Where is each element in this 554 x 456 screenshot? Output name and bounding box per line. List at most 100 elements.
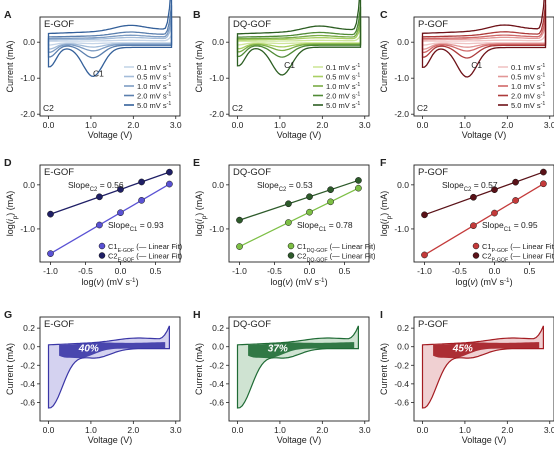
y-tick-label: -1.0: [20, 224, 35, 234]
capacitive-percent: 45%: [452, 343, 473, 354]
panel-A: 0.0 1.0 2.0 3.0 -2.0 -1.0 0.0 A E-GOF Voltage (V)…: [4, 0, 182, 140]
plot-frame: [228, 316, 370, 422]
x-tick-label: 2.0: [501, 425, 513, 435]
legend-marker: [98, 242, 106, 250]
x-axis-label: Voltage (V): [462, 435, 507, 445]
plot-frame: [39, 316, 181, 422]
y-tick-label: -0.2: [209, 360, 224, 370]
data-point-c1: [327, 198, 334, 206]
plot-frame: [39, 16, 181, 117]
x-tick-label: 2.0: [127, 425, 139, 435]
fit-line-c1: [424, 183, 544, 256]
legend-entry: 1.0 mV s-1: [511, 82, 545, 91]
legend-entry: C1P-GOF (— Linear Fit): [482, 242, 554, 254]
fit-line-c2: [239, 179, 359, 221]
x-axis-label: Voltage (V): [88, 130, 133, 140]
data-point-c2: [285, 200, 292, 208]
data-point-c2: [512, 178, 519, 186]
y-tick-label: 0.0: [23, 180, 35, 190]
x-tick-label: 2.0: [501, 120, 513, 130]
legend-marker: [98, 252, 106, 259]
y-tick-label: -0.2: [20, 360, 35, 370]
data-point-c1: [117, 209, 124, 217]
plot-frame: [413, 164, 554, 263]
slope-c2: SlopeC2 = 0.53: [257, 180, 313, 193]
capacitive-contribution-area: [433, 342, 540, 359]
panel-C: 0.0 1.0 2.0 3.0 -2.0 -1.0 0.0 C P-GOF Voltage (V)…: [379, 0, 554, 140]
plot-frame: [228, 16, 370, 117]
y-axis-label: log(ip) (mA): [194, 191, 208, 237]
capacitive-contribution-area: [59, 342, 166, 359]
x-tick-label: 3.0: [170, 425, 182, 435]
y-tick-label: 0.0: [397, 342, 409, 352]
peak-label-c1: C1: [471, 60, 482, 70]
y-tick-label: -1.0: [20, 73, 35, 83]
panel-H: 0.0 1.0 2.0 3.0 -0.6 -0.4 -0.2 0.0 0.2 H DQ-GOF Vol…: [193, 309, 371, 445]
y-tick-label: 0.2: [212, 323, 224, 333]
x-tick-label: 1.0: [459, 120, 471, 130]
data-point-c1: [166, 180, 173, 188]
x-tick-label: 2.0: [316, 425, 328, 435]
y-tick-label: -0.6: [394, 397, 409, 407]
data-point-c1: [540, 180, 547, 188]
panel-title: P-GOF: [418, 167, 448, 178]
data-point-c1: [96, 221, 103, 229]
slope-c1: SlopeC1 = 0.93: [108, 220, 164, 233]
y-tick-label: -0.4: [20, 379, 35, 389]
panel-label: F: [380, 157, 387, 169]
x-axis-label: Voltage (V): [277, 130, 322, 140]
legend-entry: 0.1 mV s-1: [326, 63, 360, 72]
panel-label: G: [4, 309, 12, 321]
data-point-c2: [166, 168, 173, 176]
cv-curve-5: [236, 0, 362, 76]
y-tick-label: 0.0: [397, 180, 409, 190]
panel-title: DQ-GOF: [233, 167, 271, 178]
fit-line-c1: [50, 183, 170, 255]
y-tick-label: -0.6: [209, 397, 224, 407]
data-point-c1: [47, 250, 54, 257]
peak-label-c2: C2: [232, 103, 243, 113]
total-capacity-area: [421, 325, 545, 409]
panel-label: B: [193, 9, 201, 21]
panel-title: DQ-GOF: [233, 319, 271, 330]
legend-marker: [287, 252, 295, 259]
x-tick-label: -0.5: [452, 266, 467, 276]
data-point-c1: [512, 197, 519, 204]
y-tick-label: -0.2: [394, 360, 409, 370]
x-tick-label: 0.5: [339, 266, 351, 276]
slope-c2: SlopeC2 = 0.56: [68, 180, 124, 193]
panel-label: I: [380, 309, 383, 321]
x-tick-label: 3.0: [359, 120, 371, 130]
x-tick-label: -1.0: [232, 266, 247, 276]
y-axis-label: Current (mA): [194, 343, 204, 395]
x-tick-label: 0.5: [524, 266, 536, 276]
y-axis-label: log(ip) (mA): [5, 191, 19, 237]
y-axis-label: Current (mA): [379, 343, 389, 395]
x-axis-label: log(v) (mV s-1): [455, 277, 512, 288]
plot-frame: [39, 164, 181, 263]
y-tick-label: 0.0: [212, 180, 224, 190]
x-tick-label: 0.0: [417, 425, 429, 435]
y-tick-label: -0.6: [20, 397, 35, 407]
y-tick-label: 0.0: [23, 342, 35, 352]
y-axis-label: Current (mA): [5, 40, 15, 92]
x-tick-label: -0.5: [78, 266, 93, 276]
fit-line-c2: [424, 171, 544, 216]
plot-frame: [413, 316, 554, 422]
y-tick-label: 0.0: [397, 37, 409, 47]
x-axis-label: log(v) (mV s-1): [81, 277, 138, 288]
y-tick-label: 0.0: [212, 342, 224, 352]
y-tick-label: -1.0: [209, 73, 224, 83]
legend-entry: 1.0 mV s-1: [137, 82, 171, 91]
legend-marker: [472, 242, 480, 250]
cv-curve-2: [47, 5, 173, 59]
data-point-c1: [470, 222, 477, 230]
data-point-c1: [285, 219, 292, 226]
panel-G: 0.0 1.0 2.0 3.0 -0.6 -0.4 -0.2 0.0 0.2 G E-GOF Volt…: [4, 309, 182, 445]
slope-c1: SlopeC1 = 0.78: [297, 220, 353, 233]
data-point-c2: [117, 186, 124, 193]
data-point-c2: [470, 193, 477, 201]
data-point-c1: [138, 197, 145, 204]
x-axis-label: Voltage (V): [277, 435, 322, 445]
